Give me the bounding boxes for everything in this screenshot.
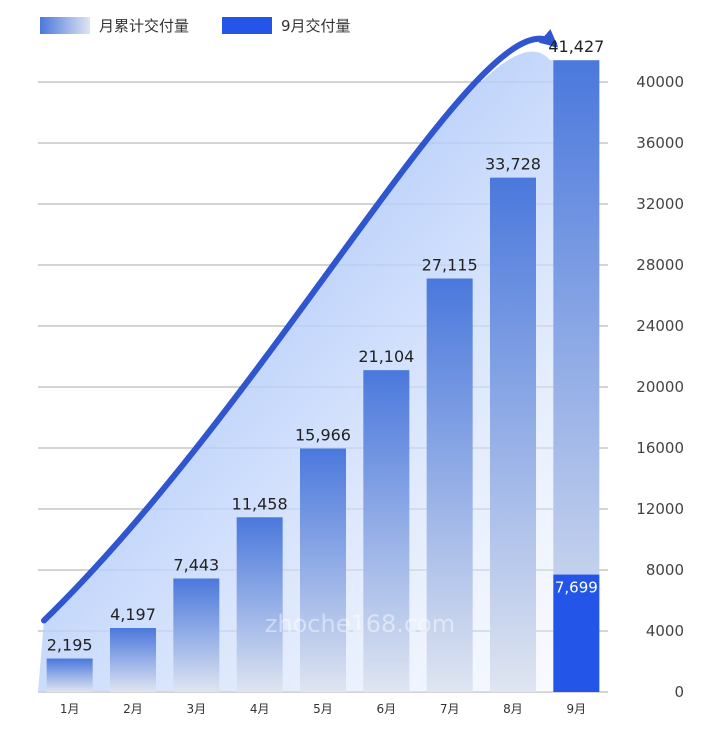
bar-value-label: 41,427 (548, 37, 604, 56)
bar-cumulative (300, 448, 346, 692)
bar-cumulative (236, 517, 283, 692)
bar-value-label: 7,443 (173, 555, 219, 574)
data-labels: 2,195 4,197 7,443 11,458 15,966 21,104 27,115 3… (47, 37, 605, 654)
bar-value-label: 4,197 (110, 605, 156, 624)
x-category-label: 7月 (440, 702, 460, 716)
x-category-label: 5月 (313, 702, 333, 716)
y-tick-label: 40000 (636, 73, 684, 91)
bar-cumulative (490, 177, 536, 692)
y-axis: 0 4000 8000 12000 16000 20000 24000 28000 32000 3… (636, 73, 684, 701)
y-tick-label: 8000 (646, 561, 684, 579)
legend-swatch-cumulative (40, 17, 90, 34)
trend-arrow (41, 29, 559, 624)
bar-value-label: 21,104 (358, 347, 414, 366)
bar-value-label: 2,195 (47, 636, 93, 655)
x-category-label: 9月 (567, 702, 587, 716)
highlight-value-label: 7,699 (555, 579, 598, 597)
x-category-label: 6月 (377, 702, 397, 716)
legend-label-september: 9月交付量 (281, 17, 351, 35)
legend-swatch-september (222, 17, 272, 34)
x-category-label: 2月 (123, 702, 143, 716)
bar-value-label: 33,728 (485, 155, 541, 174)
y-tick-label: 0 (674, 683, 684, 701)
legend: 月累计交付量 9月交付量 (40, 17, 351, 35)
bar-september (553, 574, 600, 692)
y-tick-label: 24000 (636, 317, 684, 335)
bar-cumulative (363, 370, 410, 692)
bar-value-label: 27,115 (422, 255, 478, 274)
y-tick-label: 32000 (636, 195, 684, 213)
y-tick-label: 20000 (636, 378, 684, 396)
bars (46, 60, 600, 692)
x-category-label: 8月 (503, 702, 523, 716)
bar-cumulative (426, 278, 473, 692)
x-axis: 1月 2月 3月 4月 5月 6月 7月 8月 9月 (60, 702, 586, 716)
bar-cumulative (46, 658, 93, 692)
x-category-label: 1月 (60, 702, 80, 716)
x-category-label: 4月 (250, 702, 270, 716)
watermark: zhoche168.com (265, 610, 455, 638)
y-tick-label: 28000 (636, 256, 684, 274)
y-tick-label: 12000 (636, 500, 684, 518)
legend-label-cumulative: 月累计交付量 (99, 17, 189, 35)
bar-value-label: 15,966 (295, 426, 351, 445)
bar-cumulative (173, 578, 220, 692)
bar-value-label: 11,458 (232, 494, 288, 513)
y-tick-label: 36000 (636, 134, 684, 152)
y-tick-label: 4000 (646, 622, 684, 640)
x-category-label: 3月 (187, 702, 207, 716)
bar-cumulative (110, 627, 156, 692)
y-tick-label: 16000 (636, 439, 684, 457)
